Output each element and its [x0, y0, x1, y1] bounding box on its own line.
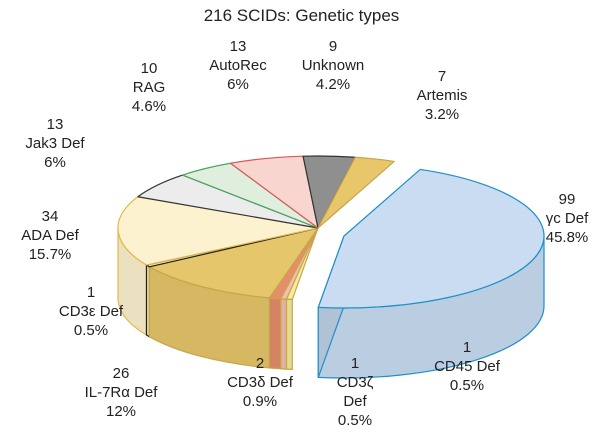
- slice-label-pct: 4.2%: [315, 76, 351, 93]
- slice-label-name: AutoRec: [209, 57, 267, 74]
- slice-label-name: CD3δ Def: [227, 374, 293, 391]
- slice-label-name: RAG: [132, 79, 166, 96]
- slice-label-count: 13: [46, 116, 64, 133]
- slice-label-rag: 10 RAG 4.6%: [132, 59, 166, 116]
- slice-label-cd3e: 1 CD3ε Def 0.5%: [59, 283, 123, 340]
- slice-label-pct: 4.6%: [131, 98, 167, 115]
- slice-label-name: IL-7Rα Def: [84, 384, 158, 401]
- slice-label-count: 13: [229, 38, 247, 55]
- pie-slice-il7: [148, 227, 319, 299]
- pie-slice-artemis: [317, 156, 395, 229]
- pie-tops: [117, 155, 545, 309]
- slice-label-name: CD45 Def: [434, 358, 500, 375]
- slice-label-pct: 12%: [105, 403, 137, 420]
- slice-label-count: 99: [558, 191, 576, 208]
- slice-label-cd3d: 2 CD3δ Def 0.9%: [227, 354, 293, 411]
- slice-label-cd45: 1 CD45 Def 0.5%: [434, 338, 500, 395]
- slice-label-count: 7: [437, 68, 447, 85]
- slice-label-name: ADA Def: [21, 227, 79, 244]
- slice-label-pct: 0.9%: [242, 393, 278, 410]
- pie-slice-gc: [317, 168, 545, 309]
- slice-label-count: 10: [140, 60, 158, 77]
- slice-label-pct: 6%: [227, 76, 249, 93]
- slice-label-pct: 15.7%: [28, 246, 72, 263]
- slice-label-count: 1: [462, 339, 472, 356]
- pie-slice-ada: [117, 196, 319, 266]
- slice-label-name: CD3ε Def: [58, 303, 124, 320]
- slice-label-name-2: Def: [343, 393, 367, 410]
- slice-label-name: γc Def: [545, 210, 589, 227]
- slice-label-name: Unknown: [301, 57, 365, 74]
- chart-title: 216 SCIDs: Genetic types: [203, 6, 400, 25]
- slice-label-count: 1: [350, 355, 360, 372]
- slice-label-cd3z: 1 CD3ζ Def 0.5%: [337, 354, 374, 430]
- slice-label-count: 26: [112, 365, 130, 382]
- slice-label-pct: 6%: [44, 154, 66, 171]
- slice-label-pct: 0.5%: [73, 322, 109, 339]
- slice-label-artemis: 7 Artemis 3.2%: [417, 67, 468, 124]
- slice-label-name: CD3ζ: [336, 374, 374, 391]
- slice-label-pct: 0.5%: [337, 412, 373, 429]
- slice-label-name: Jak3 Def: [25, 135, 85, 152]
- slice-label-il7: 26 IL-7Rα Def 12%: [85, 364, 158, 421]
- slice-label-pct: 0.5%: [449, 377, 485, 394]
- slice-label-count: 34: [41, 208, 59, 225]
- slice-label-count: 2: [255, 355, 265, 372]
- slice-label-autorec: 13 AutoRec 6%: [209, 37, 267, 94]
- slice-label-gc: 99 γc Def 45.8%: [546, 190, 589, 247]
- slice-label-unknown: 9 Unknown 4.2%: [302, 37, 365, 94]
- slice-label-pct: 3.2%: [424, 106, 460, 123]
- slice-label-jak3: 13 Jak3 Def 6%: [25, 115, 84, 172]
- slice-label-pct: 45.8%: [545, 229, 589, 246]
- slice-label-ada: 34 ADA Def 15.7%: [21, 207, 79, 264]
- slice-label-count: 1: [86, 284, 96, 301]
- slice-label-count: 9: [328, 38, 338, 55]
- slice-label-name: Artemis: [416, 87, 468, 104]
